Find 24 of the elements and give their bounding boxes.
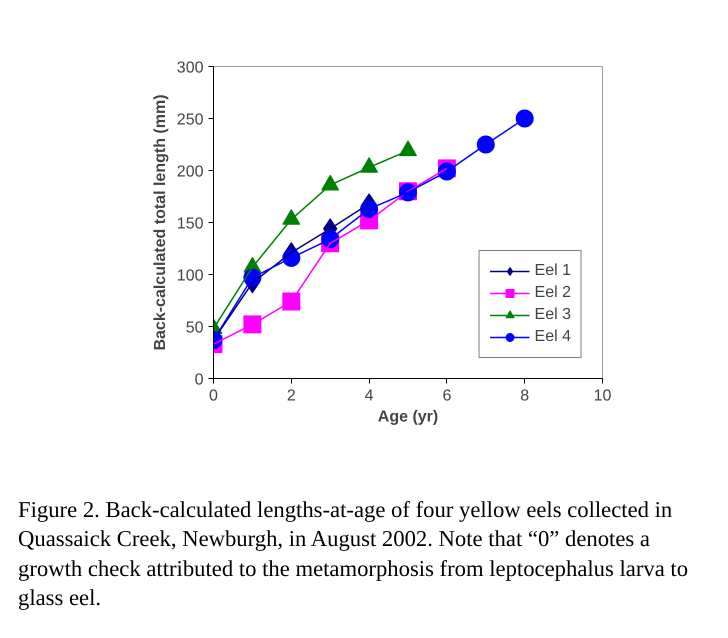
point <box>282 292 300 311</box>
point <box>243 315 262 334</box>
x-tick-label: 8 <box>520 388 530 404</box>
legend-label: Eel 2 <box>534 284 571 302</box>
x-tick-label: 0 <box>209 388 218 404</box>
y-axis-title: Back-calculated total length (mm) <box>152 94 169 351</box>
y-tick-label: 50 <box>186 320 204 336</box>
x-tick-label: 10 <box>594 388 612 404</box>
x-tick-label: 6 <box>442 388 452 404</box>
y-tick-label: 0 <box>194 372 204 388</box>
legend-label: Eel 1 <box>534 262 571 280</box>
point <box>516 110 534 128</box>
x-tick-label: 2 <box>286 388 296 404</box>
legend-label: Eel 3 <box>534 306 571 324</box>
caption: Figure 2. Back-calculated lengths-at-age of four yellow eels collected in Quassaick Creek, Newburgh, in August 2002. Note that “0” denotes a growth check attributed to the metamorphosis from leptocephalus larva to glass eel. <box>18 496 690 612</box>
y-tick-label: 200 <box>176 164 204 180</box>
y-tick-label: 250 <box>176 112 204 128</box>
y-tick-label: 150 <box>176 216 204 232</box>
x-axis-title: Age (yr) <box>378 408 438 426</box>
y-tick-label: 300 <box>176 60 204 76</box>
y-tick-label: 100 <box>176 268 204 284</box>
x-tick-label: 4 <box>364 388 374 404</box>
point <box>476 136 495 154</box>
legend-label: Eel 4 <box>534 328 571 346</box>
